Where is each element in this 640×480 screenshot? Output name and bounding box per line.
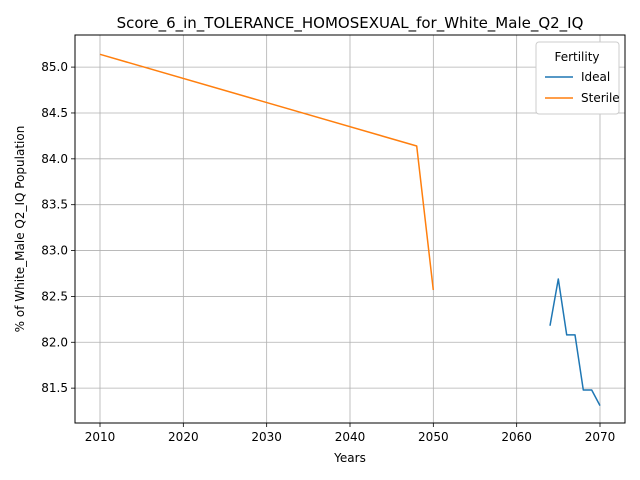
y-tick-label: 83.5	[41, 198, 68, 212]
x-tick-label: 2070	[585, 430, 616, 444]
x-tick-label: 2040	[335, 430, 366, 444]
series-line-sterile	[99, 53, 435, 291]
chart-title: Score_6_in_TOLERANCE_HOMOSEXUAL_for_Whit…	[117, 14, 584, 33]
x-tick-label: 2030	[251, 430, 282, 444]
grid-lines	[75, 35, 625, 423]
x-tick-label: 2050	[418, 430, 449, 444]
legend: Fertility Ideal Sterile	[535, 41, 620, 115]
y-axis-ticks: 81.5 82.0 82.5 83.0 83.5 84.0 84.5 85.0	[41, 60, 75, 395]
series-line-ideal	[549, 278, 601, 406]
legend-box	[535, 41, 620, 115]
x-tick-label: 2060	[501, 430, 532, 444]
x-axis-label: Years	[333, 451, 366, 465]
x-tick-label: 2020	[168, 430, 199, 444]
x-tick-label: 2010	[85, 430, 116, 444]
y-tick-label: 82.0	[41, 335, 68, 349]
legend-label-ideal: Ideal	[581, 70, 610, 84]
y-tick-label: 81.5	[41, 381, 68, 395]
series-lines	[99, 53, 601, 406]
y-tick-label: 84.5	[41, 106, 68, 120]
legend-label-sterile: Sterile	[581, 91, 620, 105]
x-axis-ticks: 2010 2020 2030 2040 2050 2060 2070	[85, 423, 616, 444]
y-axis-label: % of White_Male Q2_IQ Population	[13, 126, 27, 333]
legend-title: Fertility	[554, 50, 599, 64]
y-tick-label: 85.0	[41, 60, 68, 74]
y-tick-label: 84.0	[41, 152, 68, 166]
y-tick-label: 83.0	[41, 244, 68, 258]
y-tick-label: 82.5	[41, 289, 68, 303]
